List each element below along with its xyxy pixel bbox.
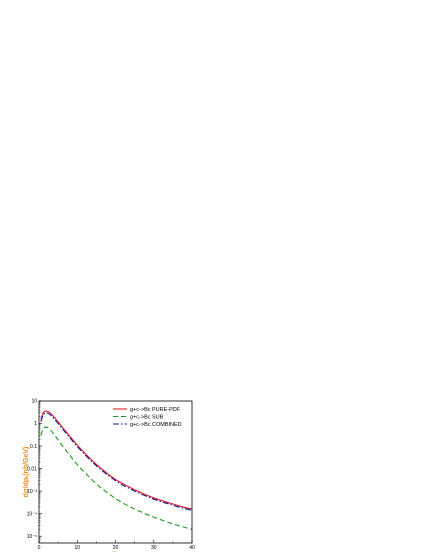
- x-tick-label: 20: [113, 545, 119, 551]
- legend-label-2: g+c->Bc COMBINED: [130, 422, 182, 428]
- series-line-0: [40, 410, 193, 510]
- x-tick-label: 10: [74, 545, 80, 551]
- y-tick-label: 10: [31, 399, 37, 405]
- y-tick-label: 0.1: [30, 444, 37, 450]
- y-tick-label: 10⁻³: [27, 489, 37, 495]
- y-tick-label: 0.01: [27, 466, 37, 472]
- y-tick-label: 1: [34, 421, 37, 427]
- plot-area: [40, 410, 193, 530]
- series-line-1: [40, 426, 193, 530]
- axes: 0 10 20 30 40 10⁻⁵ 10⁻⁴ 10⁻³ 0.01 0.1 1 10 pₜ dσ/dpₜ(…: [23, 399, 195, 552]
- legend-label-0: g+c->Bc PURE-PDF: [130, 407, 181, 413]
- x-axis-title: pₜ: [112, 549, 120, 552]
- series-line-2: [40, 412, 193, 511]
- x-tick-label: 30: [151, 545, 157, 551]
- x-tick-label: 0: [38, 545, 41, 551]
- legend-label-1: g+c->Bc SUB: [130, 414, 164, 420]
- y-tick-label: 10⁻⁵: [27, 534, 37, 540]
- x-tick-label: 40: [189, 545, 195, 551]
- y-tick-label: 10⁻⁴: [27, 511, 37, 517]
- y-axis-title: dσ/dpₜ(nb/GeV): [23, 447, 30, 498]
